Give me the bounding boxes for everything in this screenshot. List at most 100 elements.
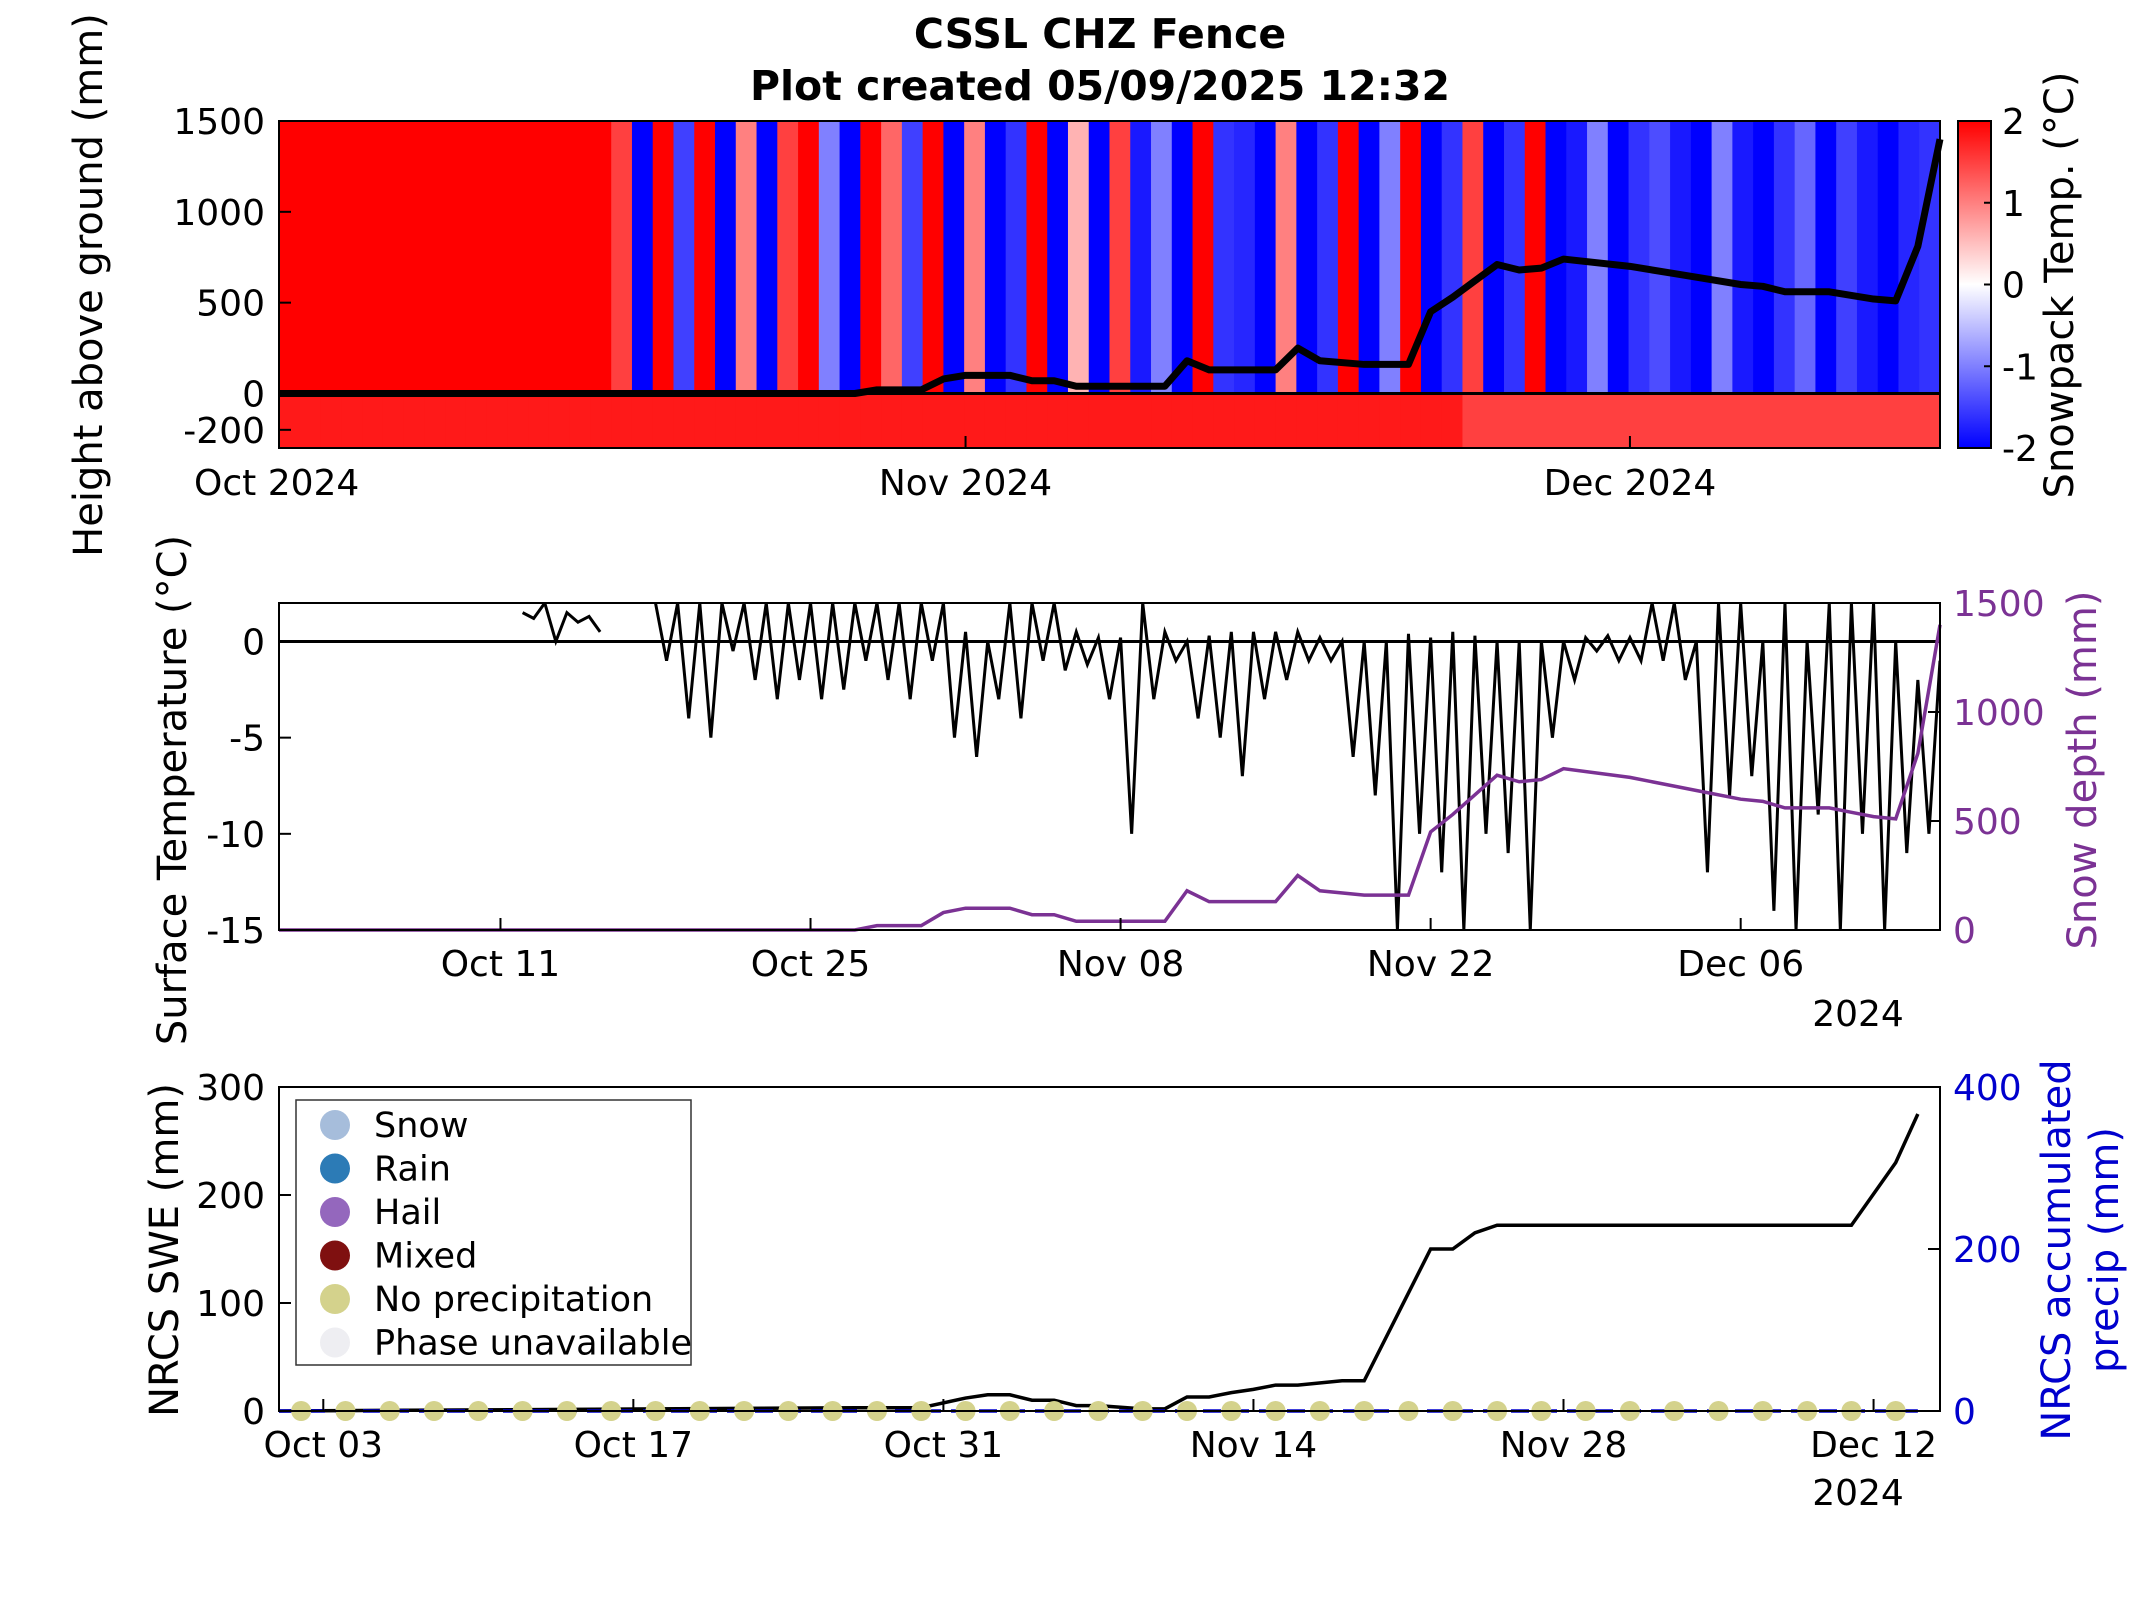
heatmap-cell-below xyxy=(1109,393,1131,448)
heatmap-cell-above xyxy=(548,121,571,394)
heatmap-cell-below xyxy=(1171,393,1194,448)
heatmap-cell-above xyxy=(341,121,363,394)
heatmap-cell-below xyxy=(1856,393,1879,448)
legend-marker-snow xyxy=(320,1110,350,1140)
panel2-x-ticks: Oct 11 Oct 25 Nov 08 Nov 22 Dec 06 xyxy=(441,918,1804,985)
colorbar-label: Snowpack Temp. (°C) xyxy=(2037,72,2083,499)
heatmap-cell-below xyxy=(590,393,612,448)
x-tick-label: Oct 11 xyxy=(441,944,561,985)
y2-tick-label: 1000 xyxy=(1953,693,2045,734)
heatmap-cell-above xyxy=(943,121,965,394)
swe-series xyxy=(278,1113,1920,1413)
heatmap-cell-above xyxy=(1670,121,1692,394)
heatmap-cell-below xyxy=(922,393,944,448)
heatmap-cell-above xyxy=(694,121,716,394)
legend-label-none: No precipitation xyxy=(374,1280,653,1320)
heatmap-cell-below xyxy=(528,393,550,448)
x-tick-label: Dec 06 xyxy=(1677,944,1804,985)
snow-depth-y-ticks: 1500 1000 500 0 xyxy=(1928,584,2045,952)
y-tick-label: -10 xyxy=(206,815,265,856)
heatmap-cell-below xyxy=(943,393,965,448)
heatmap-cell-below xyxy=(1877,393,1900,448)
x-tick-label: Oct 2024 xyxy=(194,463,359,504)
precip-y-label-line1: NRCS accumulated xyxy=(2034,1059,2080,1440)
heatmap-cell-below xyxy=(1192,393,1214,448)
heatmap-cell-above xyxy=(673,121,695,394)
heatmap-cells xyxy=(279,121,1941,448)
heatmap-cell-above xyxy=(1275,121,1297,394)
heatmap-cell-above xyxy=(1379,121,1401,394)
y-tick-label: 500 xyxy=(196,284,265,325)
heatmap-cell-below xyxy=(341,393,363,448)
heatmap-cell-above xyxy=(1898,121,1920,394)
heatmap-cell-below xyxy=(279,393,301,448)
heatmap-cell-above xyxy=(1503,121,1526,394)
surface-temp-segment xyxy=(654,603,1940,930)
heatmap-x-ticks: Oct 2024 Nov 2024 Dec 2024 xyxy=(194,436,1716,504)
heatmap-cell-below xyxy=(1919,393,1941,448)
heatmap-cell-below xyxy=(964,393,986,448)
heatmap-cell-above xyxy=(1005,121,1028,394)
heatmap-cell-above xyxy=(652,121,675,394)
heatmap-cell-below xyxy=(1607,393,1630,448)
heatmap-cell-above xyxy=(1690,121,1713,394)
x-tick-label: Nov 08 xyxy=(1057,944,1185,985)
y2-tick-label: 0 xyxy=(1953,1392,1976,1433)
surface-temp-y-ticks: 0 -5 -10 -15 xyxy=(206,622,291,952)
heatmap-cell-above xyxy=(611,121,633,394)
heatmap-cell-above xyxy=(860,121,882,394)
y2-tick-label: 200 xyxy=(1953,1230,2022,1271)
heatmap-cell-above xyxy=(507,121,529,394)
legend-marker-none xyxy=(320,1284,350,1314)
heatmap-cell-below xyxy=(1628,393,1650,448)
legend-marker-unavailable xyxy=(320,1327,350,1358)
heatmap-cell-above xyxy=(299,121,322,394)
heatmap-cell-below xyxy=(465,393,488,448)
heatmap-cell-above xyxy=(445,121,467,394)
heatmap-cell-below xyxy=(839,393,861,448)
heatmap-cell-below xyxy=(1441,393,1464,448)
colorbar-tick-label: -2 xyxy=(2002,429,2038,470)
heatmap-cell-below xyxy=(1317,393,1339,448)
heatmap-cell-below xyxy=(673,393,695,448)
heatmap-cell-above xyxy=(486,121,508,394)
figure-title-line2: Plot created 05/09/2025 12:32 xyxy=(750,62,1450,110)
heatmap-cell-below xyxy=(984,393,1007,448)
heatmap-cell-above xyxy=(1856,121,1879,394)
heatmap-cell-below xyxy=(507,393,529,448)
heatmap-cell-above xyxy=(881,121,903,394)
heatmap-cell-above xyxy=(279,121,301,394)
x-tick-label: Dec 2024 xyxy=(1544,463,1717,504)
heatmap-cell-below xyxy=(445,393,467,448)
snow-depth-line xyxy=(279,624,1942,932)
panel2-frame xyxy=(278,602,1941,931)
heatmap-cell-above xyxy=(1254,121,1277,394)
heatmap-cell-below xyxy=(1067,393,1090,448)
heatmap-cell-below xyxy=(1047,393,1069,448)
heatmap-cell-below xyxy=(1794,393,1817,448)
heatmap-frame xyxy=(278,120,1941,449)
heatmap-cell-above xyxy=(1151,121,1173,394)
y-tick-label: 300 xyxy=(196,1068,265,1109)
heatmap-snow-depth-line xyxy=(279,138,1944,397)
heatmap-cell-above xyxy=(1649,121,1671,394)
heatmap-cell-above xyxy=(901,121,924,394)
heatmap-cell-below xyxy=(1254,393,1277,448)
heatmap-cell-above xyxy=(403,121,425,394)
heatmap-cell-above xyxy=(1317,121,1339,394)
heatmap-cell-above xyxy=(715,121,737,394)
heatmap-cell-above xyxy=(569,121,592,394)
heatmap-cell-below xyxy=(1690,393,1713,448)
y-tick-label: -5 xyxy=(229,719,265,760)
heatmap-cell-below xyxy=(881,393,903,448)
heatmap-cell-above xyxy=(964,121,986,394)
heatmap-cell-below xyxy=(901,393,924,448)
colorbar-tick-label: -1 xyxy=(2002,347,2038,388)
surface-temp-segment xyxy=(521,603,602,647)
swe-y-ticks: 300 200 100 0 xyxy=(196,1068,291,1433)
heatmap-cell-below xyxy=(715,393,737,448)
heatmap-cell-above xyxy=(1545,121,1567,394)
